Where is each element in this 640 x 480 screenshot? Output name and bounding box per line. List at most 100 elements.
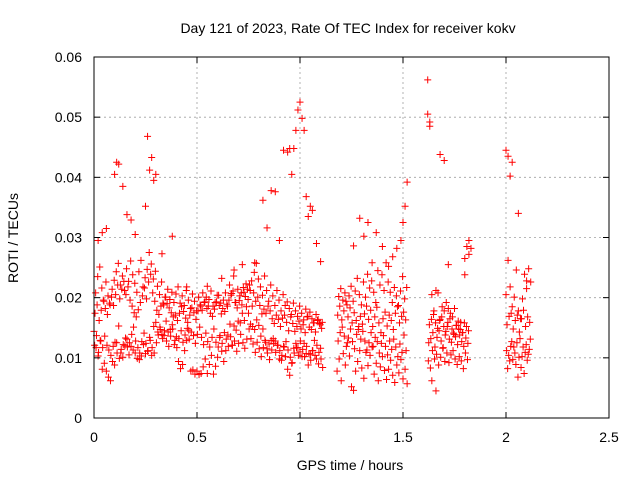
data-point (146, 166, 154, 174)
data-point (282, 353, 290, 361)
data-point (335, 355, 343, 363)
data-point (139, 283, 147, 291)
axis-ticks: 0 0.5 1 1.5 2 2.5 0 0.01 0.02 0.03 0.04 0.05 0.06 (55, 49, 619, 445)
data-point (162, 293, 170, 301)
data-point (153, 306, 161, 314)
data-point (127, 216, 135, 224)
data-point (142, 339, 150, 347)
data-point (385, 311, 393, 319)
data-point (372, 359, 380, 367)
data-point (144, 132, 152, 140)
data-point (122, 291, 130, 299)
data-point (279, 291, 287, 299)
data-point (439, 344, 447, 352)
data-point (432, 319, 440, 327)
data-point (115, 160, 123, 168)
data-point (201, 298, 209, 306)
data-point (134, 344, 142, 352)
data-point (362, 293, 370, 301)
data-point (345, 352, 353, 360)
data-point (134, 306, 142, 314)
data-point (396, 340, 404, 348)
data-point (175, 309, 183, 317)
y-tick-label: 0.02 (55, 290, 82, 306)
data-point (437, 337, 445, 345)
x-tick-label: 0.5 (187, 429, 207, 445)
data-point (341, 289, 349, 297)
data-point (276, 347, 284, 355)
data-point (436, 317, 444, 325)
data-point (383, 322, 391, 330)
data-point (203, 304, 211, 312)
data-point (147, 260, 155, 268)
data-point (286, 353, 294, 361)
data-point (193, 330, 201, 338)
x-tick-label: 2 (502, 429, 510, 445)
data-point (191, 339, 199, 347)
data-point (126, 296, 134, 304)
data-point (132, 337, 140, 345)
data-point (201, 355, 209, 363)
data-point (505, 351, 513, 359)
data-point (392, 292, 400, 300)
data-point (185, 335, 193, 343)
data-point (113, 339, 121, 347)
data-point (218, 339, 226, 347)
data-point (267, 187, 275, 195)
data-point (177, 327, 185, 335)
data-point (394, 301, 402, 309)
data-point (364, 270, 372, 278)
data-point (424, 110, 432, 118)
data-point (299, 345, 307, 353)
data-point (312, 240, 320, 248)
data-point (122, 334, 130, 342)
data-point (351, 287, 359, 295)
data-point (100, 359, 108, 367)
data-point (368, 343, 376, 351)
data-point (146, 333, 154, 341)
data-point (441, 357, 449, 365)
data-point (110, 276, 118, 284)
data-point (386, 337, 394, 345)
data-point (367, 306, 375, 314)
data-point (360, 310, 368, 318)
data-point (230, 337, 238, 345)
data-point (136, 349, 144, 357)
data-point (427, 315, 435, 323)
data-point (443, 349, 451, 357)
data-point (97, 337, 105, 345)
data-point (524, 313, 532, 321)
data-point (398, 348, 406, 356)
data-point (388, 298, 396, 306)
data-point (292, 339, 300, 347)
data-point (372, 229, 380, 237)
data-point (383, 375, 391, 383)
data-point (524, 350, 532, 358)
data-point (305, 350, 313, 358)
data-point (440, 156, 448, 164)
data-point (366, 284, 374, 292)
data-point (247, 335, 255, 343)
data-point (389, 371, 397, 379)
data-point (352, 367, 360, 375)
data-point (344, 313, 352, 321)
data-point (98, 365, 106, 373)
data-point (160, 301, 168, 309)
data-point (180, 301, 188, 309)
data-point (140, 329, 148, 337)
data-point (181, 331, 189, 339)
data-point (461, 271, 469, 279)
data-point (451, 355, 459, 363)
data-point (306, 308, 314, 316)
data-point (518, 353, 526, 361)
data-point (463, 243, 471, 251)
data-point (154, 331, 162, 339)
data-point (403, 283, 411, 291)
data-point (454, 341, 462, 349)
data-point (385, 365, 393, 373)
data-point (360, 232, 368, 240)
data-point (508, 158, 516, 166)
data-point (100, 297, 108, 305)
data-point (258, 310, 266, 318)
data-point (176, 299, 184, 307)
